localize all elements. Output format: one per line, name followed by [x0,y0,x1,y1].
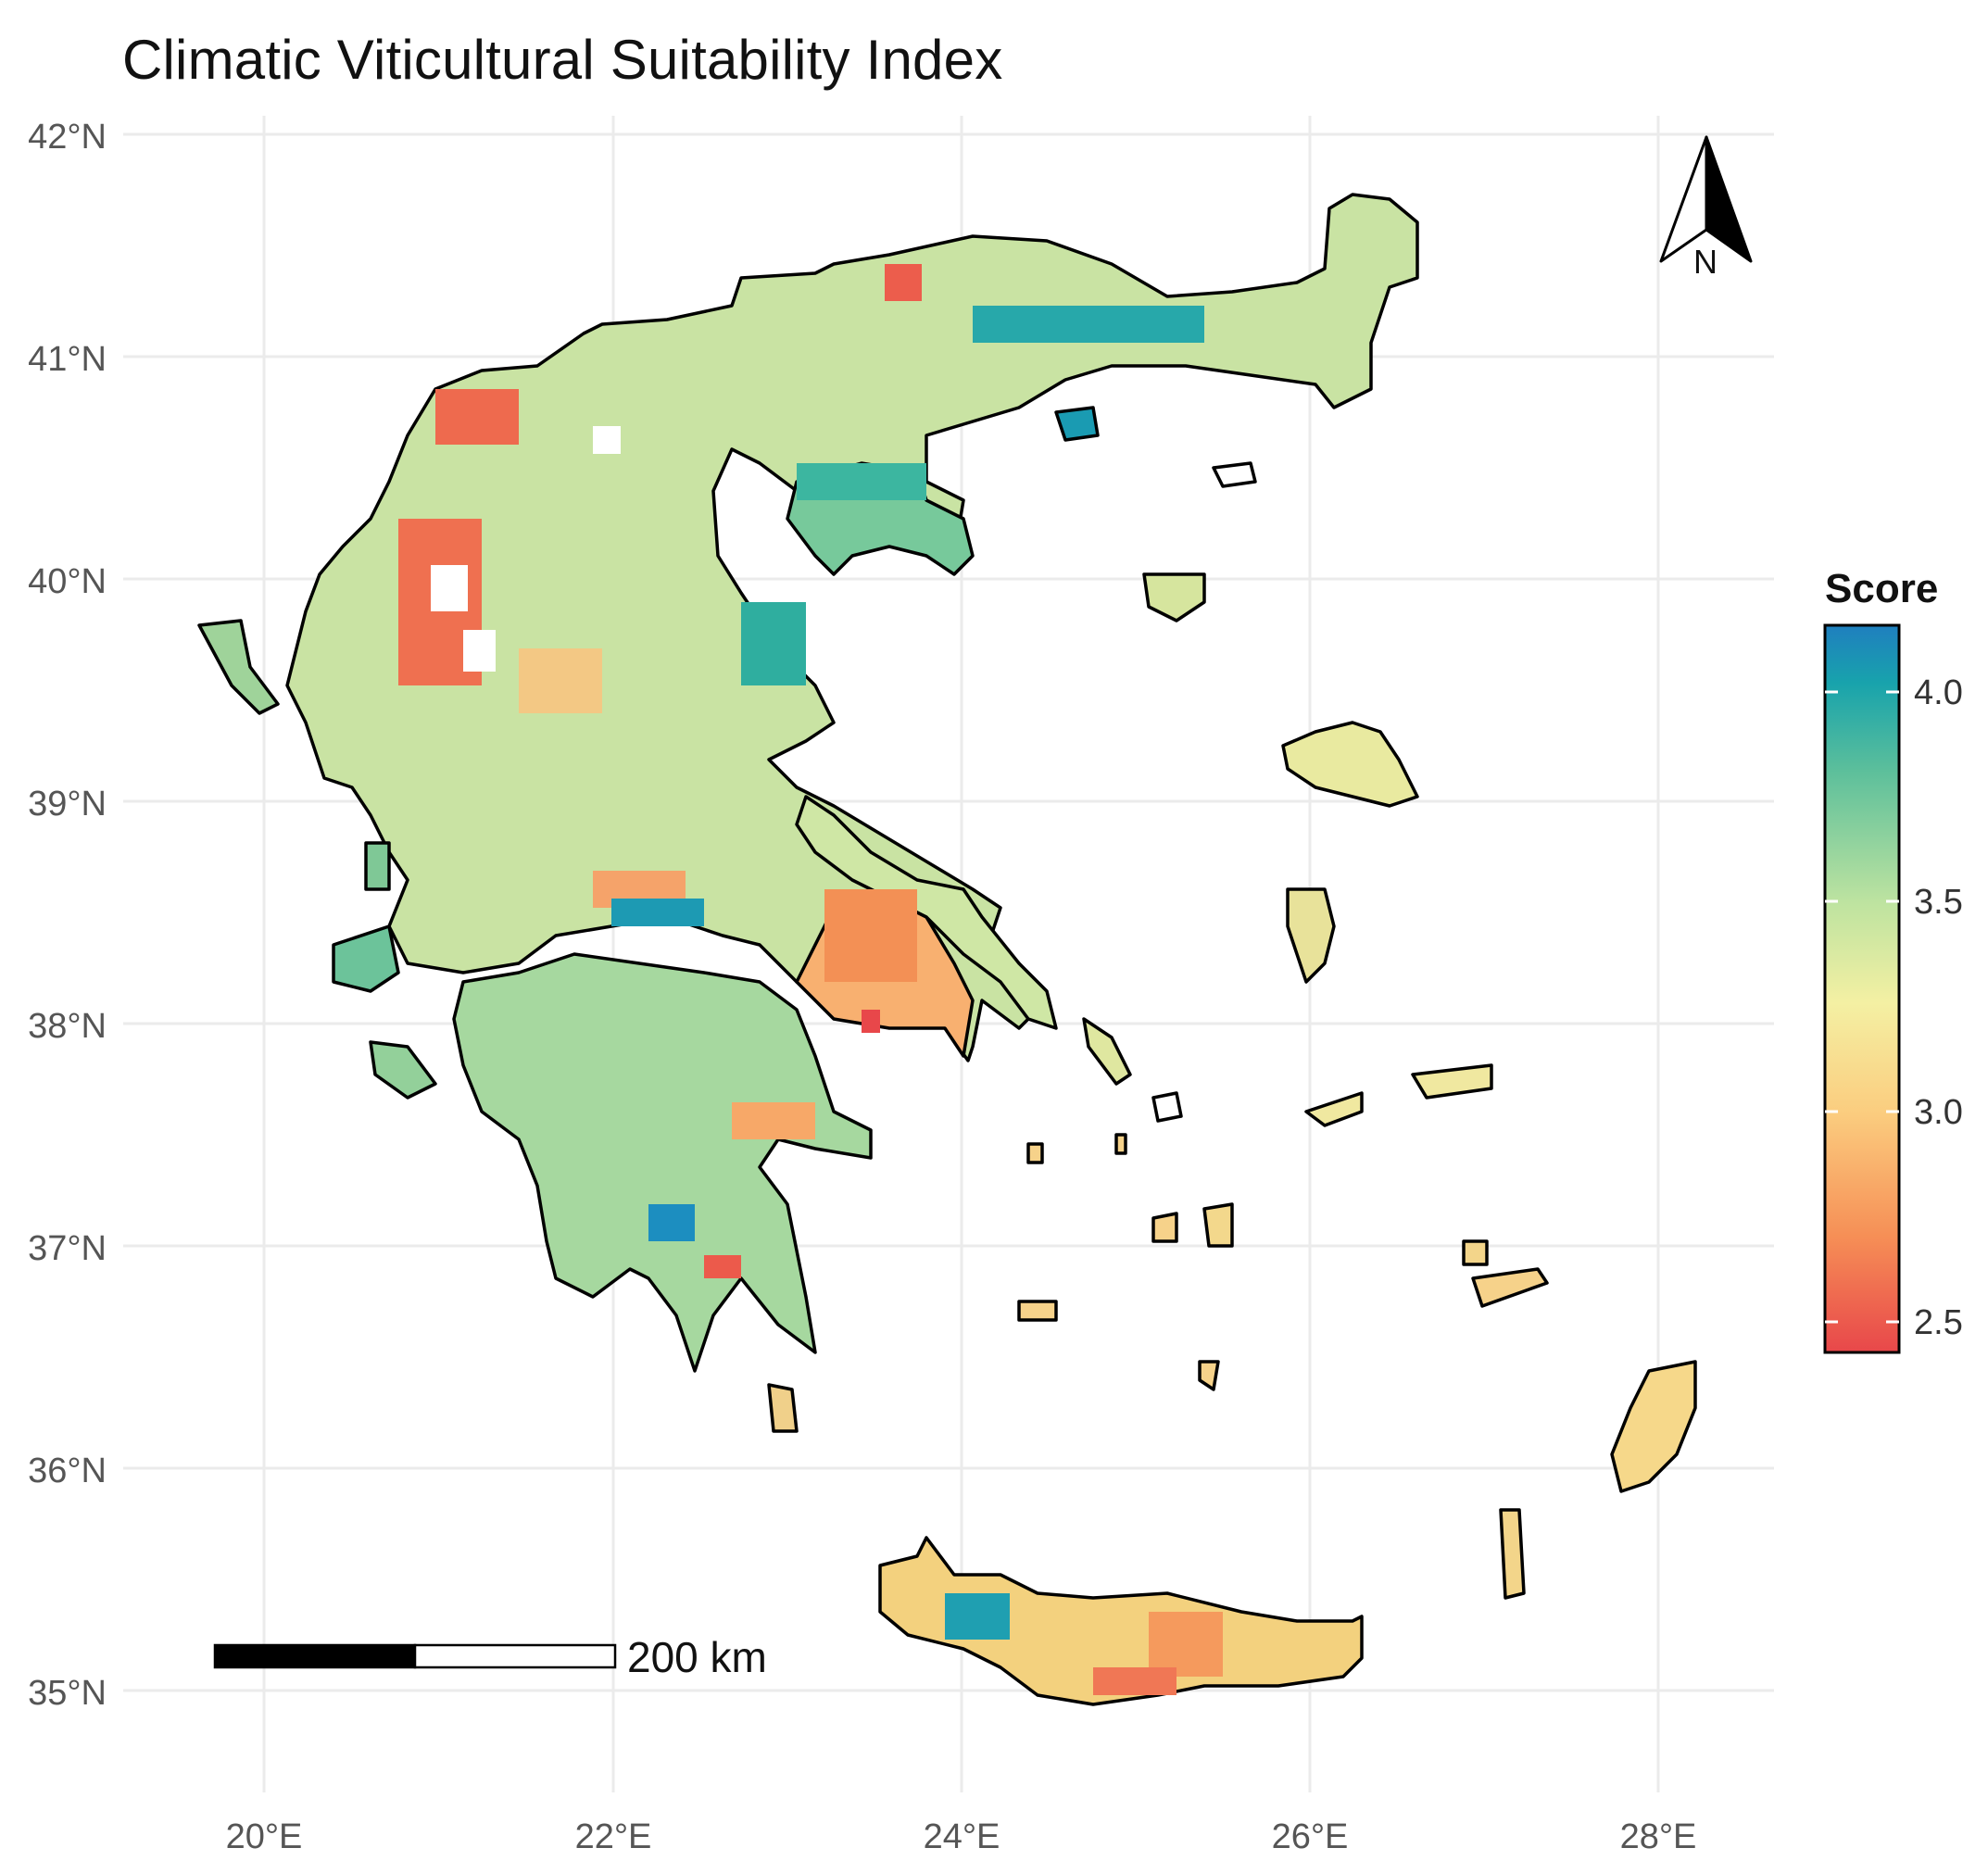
tinos-island [1151,1091,1183,1123]
score-patch [431,565,468,611]
legend-tick-label: 2.5 [1914,1303,1963,1342]
lon-tick-label: 28°E [1620,1817,1697,1856]
score-patch [648,1204,695,1241]
paros-island [1151,1212,1178,1243]
score-patch [1149,1612,1223,1677]
lon-tick-label: 22°E [575,1817,652,1856]
scale-bar-black-segment [213,1643,417,1669]
sifnos-island [1114,1133,1127,1155]
lon-tick-label: 26°E [1272,1817,1349,1856]
score-patch [463,630,496,672]
santorini-island [1198,1360,1220,1391]
limnos-island [1142,572,1206,622]
zakynthos-island [369,1040,437,1100]
peloponnese-region [452,952,873,1373]
samos-island [1304,1091,1364,1127]
legend-tick-label: 4.0 [1914,673,1963,712]
thasos-island [1054,406,1100,442]
score-patch [611,899,704,926]
lat-tick-label: 35°N [28,1674,107,1713]
scale-bar-label: 200 km [627,1633,767,1681]
north-arrow-label: N [1693,243,1717,281]
lat-tick-labels: 42°N 41°N 40°N 39°N 38°N 37°N 36°N 35°N [28,118,107,1713]
scale-bar-white-segment [413,1643,617,1669]
lon-tick-label: 24°E [924,1817,1000,1856]
score-patch [862,1010,880,1033]
lon-tick-labels: 20°E 22°E 24°E 26°E 28°E [226,1817,1697,1856]
score-patch [593,426,621,454]
lat-tick-label: 41°N [28,340,107,379]
legend-tick-label: 3.5 [1914,883,1963,922]
scale-bar: 200 km [213,1633,767,1681]
score-patch [797,463,926,500]
kos-island [1471,1267,1549,1308]
lat-tick-label: 40°N [28,562,107,601]
score-patch [435,389,519,445]
lat-tick-label: 42°N [28,118,107,157]
score-patch [704,1255,741,1278]
andros-island [1082,1017,1132,1086]
north-arrow: N [1659,135,1753,281]
serifos-island [1026,1142,1044,1164]
lefkada-island [364,841,391,891]
legend-title: Score [1825,566,1938,611]
kefalonia-island [332,924,400,993]
legend-tick-label: 3.0 [1914,1093,1963,1132]
score-patch [519,648,602,713]
score-patch [945,1593,1010,1640]
kalymnos-island [1462,1239,1489,1266]
naxos-island [1202,1202,1234,1248]
score-patch [1093,1667,1176,1695]
milos-island [1017,1300,1058,1322]
mainland-region [285,193,1419,1062]
corfu-island [197,619,280,715]
ikaria-island [1411,1063,1493,1100]
rhodes-island [1610,1360,1697,1493]
legend-colorbar [1823,623,1901,1354]
score-patch [973,306,1204,343]
lesvos-island [1281,721,1419,808]
lat-tick-label: 36°N [28,1452,107,1490]
lat-tick-label: 37°N [28,1229,107,1268]
score-patch [732,1102,815,1139]
score-patches [398,264,1223,1695]
lat-tick-label: 39°N [28,785,107,823]
samothraki-island [1212,461,1257,488]
score-patch [885,264,922,301]
score-patch [824,889,917,982]
legend-ticks [1825,690,1899,1324]
land-regions [197,193,1697,1706]
crete-region [878,1536,1364,1706]
lon-tick-label: 20°E [226,1817,303,1856]
score-patch [741,602,806,685]
lat-tick-label: 38°N [28,1007,107,1046]
map-title: Climatic Viticultural Suitability Index [122,29,1003,91]
evia-region [795,795,1058,1030]
north-arrow-right-icon [1705,135,1753,263]
karpathos-island [1499,1508,1526,1600]
legend: Score 4.0 3.5 3.0 2.5 [1823,566,1963,1354]
kythira-island [767,1383,799,1433]
chios-island [1286,887,1336,984]
